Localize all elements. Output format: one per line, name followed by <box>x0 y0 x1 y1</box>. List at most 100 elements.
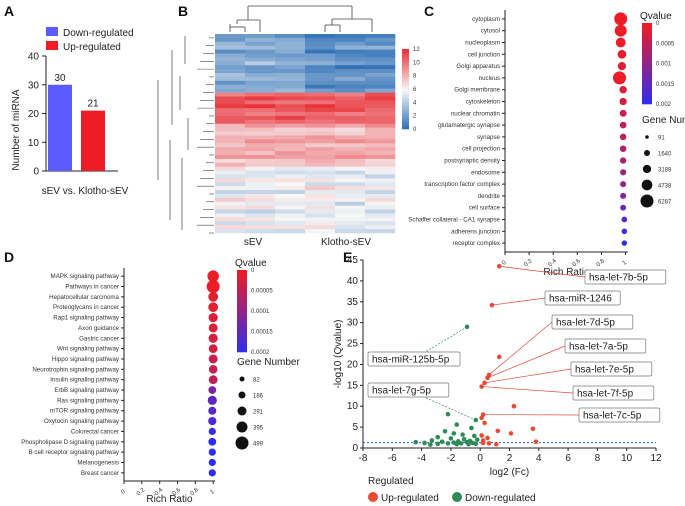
heatmap-cell <box>245 158 276 164</box>
gene-number-legend-label: 3189 <box>658 168 672 174</box>
up-regulated-point <box>486 441 492 446</box>
down-regulated-point <box>448 436 454 441</box>
annotation-leader-line <box>484 368 572 384</box>
annotation-box <box>578 407 661 423</box>
colorbar-segment <box>402 83 409 86</box>
heatmap-cell <box>335 135 366 140</box>
heatmap-cell <box>275 139 306 144</box>
bubble-term-label: nuclear chromatin <box>451 110 501 117</box>
heatmap-cell <box>245 69 276 74</box>
qvalue-gradient-segment <box>237 341 247 345</box>
heatmap-cell <box>275 84 306 89</box>
annotation-label: hsa-let-7a-5p <box>569 342 628 353</box>
colorbar-segment <box>402 49 409 52</box>
bubble-point <box>208 458 216 467</box>
heatmap-cell <box>365 53 396 58</box>
colorbar-segment <box>402 67 409 70</box>
legend-up-dot <box>368 492 378 502</box>
heatmap-cell <box>215 158 246 164</box>
heatmap-cell <box>275 69 306 74</box>
heatmap-cell <box>335 193 366 199</box>
heatmap-cell <box>365 154 396 160</box>
bubble-term-label: Golgi membrane <box>454 87 500 94</box>
gene-number-legend-dot <box>236 421 248 433</box>
bubble-point <box>207 270 219 282</box>
bar-value-label: 21 <box>87 99 99 110</box>
heatmap-cell <box>245 201 276 206</box>
annotation-box <box>551 314 634 330</box>
heatmap-cell <box>275 80 306 86</box>
heatmap-cell <box>245 84 276 89</box>
qvalue-gradient-segment <box>237 349 247 353</box>
bubble-xtick-label: 1 <box>622 259 629 266</box>
panel-label-d: D <box>4 249 14 265</box>
heatmap-cell <box>275 104 306 109</box>
bubble-point <box>620 204 627 211</box>
panel-e-plot: -8 -6 -4 -2 0 2 4 6 8 10 12051015202530354045log2 … <box>333 255 667 504</box>
volcano-legend-up: Up-regulated <box>381 493 439 504</box>
qvalue-gradient-segment <box>237 300 247 304</box>
gene-number-legend-label: 291 <box>253 410 264 416</box>
colorbar-tick-label: 0 <box>413 127 417 133</box>
heatmap-cell <box>305 92 336 97</box>
volcano-xlabel: log2 (Fc) <box>490 467 529 478</box>
qvalue-tick-label: 0.0002 <box>251 350 270 356</box>
heatmap-cell <box>335 115 366 121</box>
qvalue-gradient-segment <box>642 90 652 94</box>
heatmap-cell <box>215 104 246 109</box>
bar-down-regulated <box>48 84 72 171</box>
qvalue-gradient-segment <box>642 47 652 51</box>
annotation-label: hsa-let-7e-5p <box>575 365 634 376</box>
heatmap-cell <box>245 170 276 175</box>
heatmap-cell <box>215 131 246 136</box>
heatmap-cell <box>365 92 396 97</box>
panel-e-volcano: E -8 -6 -4 -2 0 2 4 6 8 10 12051015202530354045log… <box>333 249 667 504</box>
qvalue-gradient-segment <box>237 308 247 312</box>
qvalue-gradient-segment <box>642 39 652 43</box>
heatmap-cell <box>215 69 246 74</box>
heatmap-cell <box>215 166 246 171</box>
qvalue-gradient-segment <box>237 283 247 287</box>
bubble-term-label: Phospholipase D signaling pathway <box>21 439 120 446</box>
gene-number-legend-label: 6287 <box>658 200 672 206</box>
heatmap-cell <box>305 53 336 58</box>
heatmap-cell <box>245 41 276 47</box>
heatmap-cell <box>305 190 336 195</box>
bubble-term-label: mTOR signaling pathway <box>50 408 120 415</box>
colorbar-segment <box>402 89 409 92</box>
qvalue-gradient-segment <box>237 272 247 276</box>
qvalue-gradient-segment <box>237 270 247 274</box>
heatmap-cell <box>305 61 336 66</box>
volcano-xtick-label: 0 <box>477 453 483 464</box>
bubble-term-label: cytoplasm <box>472 16 500 23</box>
heatmap-cell <box>215 127 246 132</box>
colorbar-tick-label: 12 <box>413 47 420 53</box>
heatmap-cell <box>335 100 366 105</box>
bubble-term-label: Oxytocin signaling pathway <box>44 418 120 425</box>
heatmap-cell <box>275 217 306 222</box>
colorbar-segment <box>402 115 409 118</box>
heatmap-cell <box>245 92 276 97</box>
volcano-ytick-label: 35 <box>347 297 359 308</box>
heatmap-cell <box>365 162 396 167</box>
annotation-leader-line <box>488 321 553 376</box>
colorbar-segment <box>402 119 409 122</box>
qvalue-gradient-segment <box>642 85 652 89</box>
heatmap-cell <box>215 154 246 160</box>
colorbar-segment <box>402 81 409 84</box>
heatmap-cell <box>335 96 366 101</box>
qvalue-gradient-segment <box>642 23 652 26</box>
legend-swatch-up <box>46 41 58 50</box>
legend-label-up: Up-regulated <box>63 42 121 53</box>
gene-number-legend-label: 91 <box>658 136 665 142</box>
heatmap-cell <box>275 34 306 39</box>
bubble-term-label: Gastric cancer <box>79 335 119 342</box>
qvalue-gradient-segment <box>642 60 652 64</box>
bubble-point <box>620 192 627 199</box>
bubble-point <box>208 344 218 354</box>
heatmap-cell <box>245 104 276 109</box>
heatmap-cell <box>305 76 336 82</box>
heatmap-cell <box>275 229 306 234</box>
gene-number-legend-dot <box>235 436 249 450</box>
colorbar-tick-label: 2 <box>413 114 417 120</box>
